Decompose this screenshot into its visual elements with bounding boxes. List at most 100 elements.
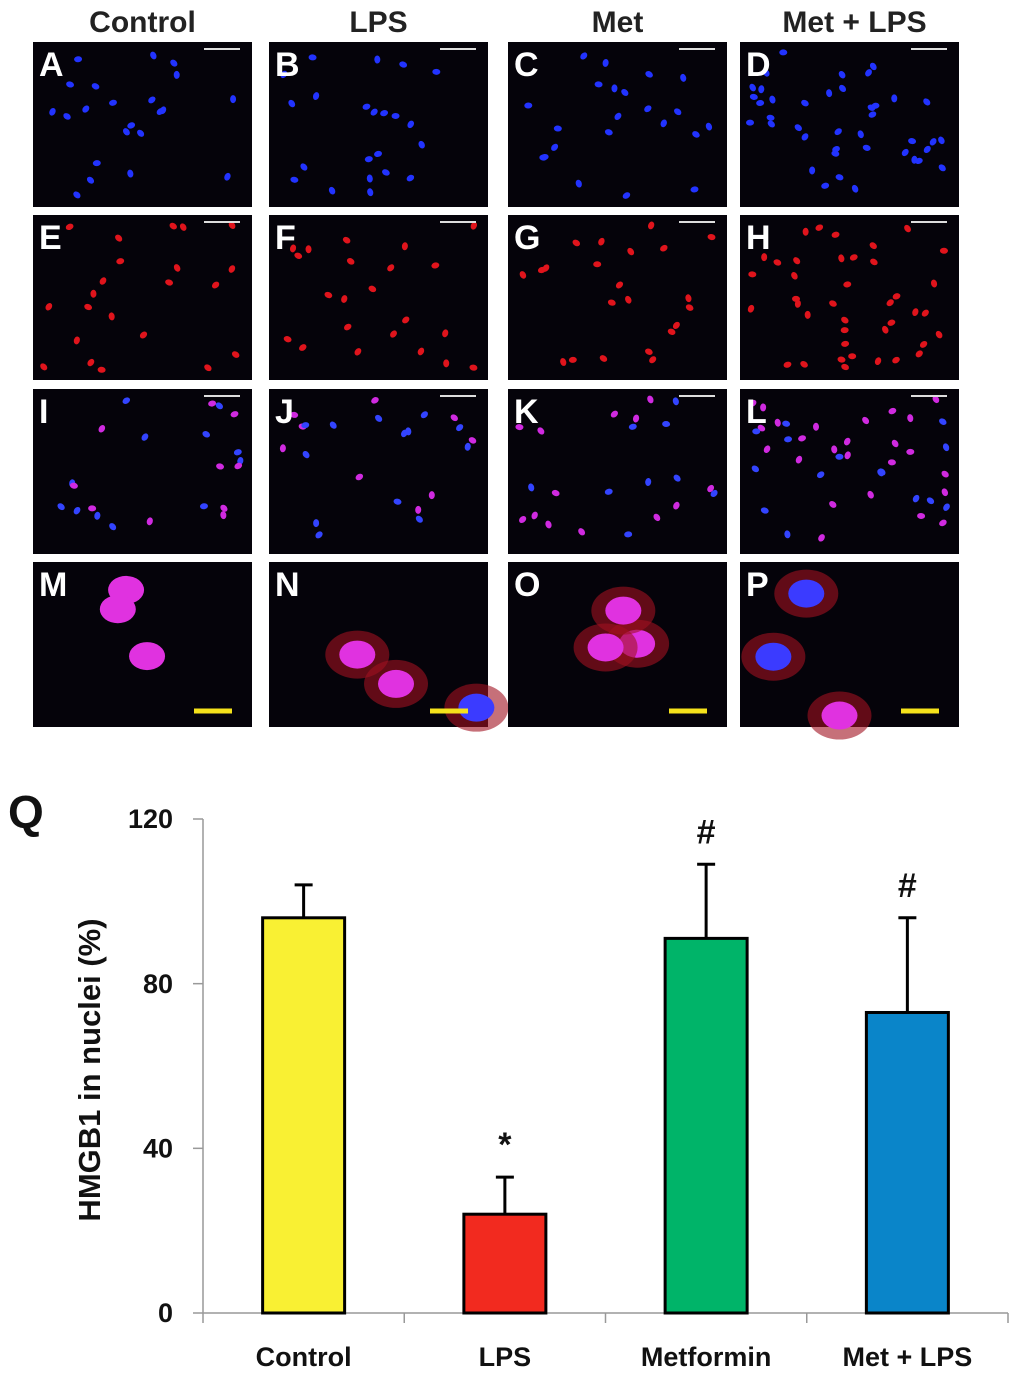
bar xyxy=(864,1010,950,1315)
y-tick-label: 80 xyxy=(143,969,173,999)
nucleus xyxy=(165,279,174,286)
nucleus xyxy=(755,642,792,671)
nucleus xyxy=(692,131,700,138)
nucleus xyxy=(551,489,560,497)
nucleus xyxy=(838,70,846,79)
nucleus xyxy=(150,51,157,60)
nucleus xyxy=(90,289,97,298)
nucleus xyxy=(599,355,608,362)
nucleus xyxy=(615,281,624,289)
nucleus xyxy=(648,221,655,230)
nucleus xyxy=(572,239,581,247)
nucleus xyxy=(882,325,889,334)
nucleus xyxy=(660,244,668,252)
micrograph xyxy=(740,42,959,207)
nucleus xyxy=(141,433,149,441)
micrograph xyxy=(33,215,252,380)
nucleus xyxy=(926,497,935,505)
nucleus xyxy=(324,291,333,299)
column-header: Met + LPS xyxy=(782,6,926,39)
nucleus xyxy=(230,411,239,418)
nucleus xyxy=(610,410,618,418)
nucleus xyxy=(91,83,100,90)
nucleus xyxy=(649,356,657,364)
panel-letter: J xyxy=(275,393,294,431)
nucleus xyxy=(802,227,809,236)
nucleus xyxy=(418,140,425,149)
nucleus xyxy=(843,437,851,446)
nucleus xyxy=(919,340,928,348)
nucleus xyxy=(939,418,947,426)
nucleus xyxy=(912,494,920,503)
micrograph xyxy=(33,42,252,207)
nucleus xyxy=(370,108,378,116)
nucleus xyxy=(233,449,242,456)
x-tick-label: Control xyxy=(256,1342,352,1372)
nucleus xyxy=(756,100,765,107)
nucleus xyxy=(407,120,415,129)
nucleus xyxy=(760,507,769,514)
nucleus xyxy=(406,174,415,182)
nucleus xyxy=(653,513,661,522)
nucleus xyxy=(63,113,71,120)
nucleus xyxy=(169,222,177,230)
nucleus xyxy=(749,399,757,407)
nucleus xyxy=(667,328,676,335)
nucleus xyxy=(751,465,760,473)
nucleus xyxy=(220,511,227,520)
nucleus xyxy=(578,528,586,536)
nucleus xyxy=(109,99,117,106)
nucleus xyxy=(784,530,791,539)
y-tick-label: 120 xyxy=(128,804,173,834)
nucleus xyxy=(707,484,715,493)
nucleus xyxy=(801,99,809,107)
nucleus xyxy=(390,330,397,338)
nucleus xyxy=(431,262,440,269)
nucleus xyxy=(553,125,562,132)
nucleus xyxy=(837,356,846,363)
nucleus xyxy=(680,73,687,82)
nucleus xyxy=(844,451,851,460)
nucleus xyxy=(367,188,374,197)
nucleus xyxy=(816,471,825,479)
nucleus xyxy=(939,247,948,254)
figure-label: Q xyxy=(8,786,44,838)
nucleus xyxy=(621,88,629,96)
nucleus xyxy=(173,264,181,272)
nucleus xyxy=(139,331,148,339)
panel-letter: E xyxy=(39,219,62,257)
nucleus xyxy=(672,397,679,406)
nucleus xyxy=(614,112,622,121)
nucleus xyxy=(892,356,900,364)
nucleus xyxy=(829,500,837,508)
nucleus xyxy=(537,427,545,435)
nucleus xyxy=(627,247,635,256)
nucleus xyxy=(878,468,886,476)
nucleus xyxy=(841,316,849,324)
panel-letter: P xyxy=(746,566,769,604)
nucleus xyxy=(228,265,236,273)
nucleus xyxy=(73,506,81,515)
nucleus xyxy=(935,330,943,339)
nucleus xyxy=(575,179,582,188)
nucleus xyxy=(769,95,776,104)
nucleus xyxy=(645,478,652,486)
panel-letter: F xyxy=(275,219,296,257)
nucleus xyxy=(378,669,415,698)
nucleus xyxy=(604,129,613,136)
nucleus xyxy=(84,303,92,311)
nucleus xyxy=(766,114,775,121)
panel-letter: I xyxy=(39,393,48,431)
nucleus xyxy=(137,129,145,137)
nucleus xyxy=(380,110,389,117)
nucleus xyxy=(216,463,224,470)
nucleus xyxy=(747,304,755,313)
nucleus xyxy=(288,99,296,108)
nucleus xyxy=(804,310,811,319)
nucleus xyxy=(867,490,874,499)
nucleus xyxy=(82,105,90,113)
micrograph xyxy=(740,389,959,554)
nucleus xyxy=(88,505,97,512)
nucleus xyxy=(86,176,95,184)
nucleus xyxy=(450,414,458,422)
